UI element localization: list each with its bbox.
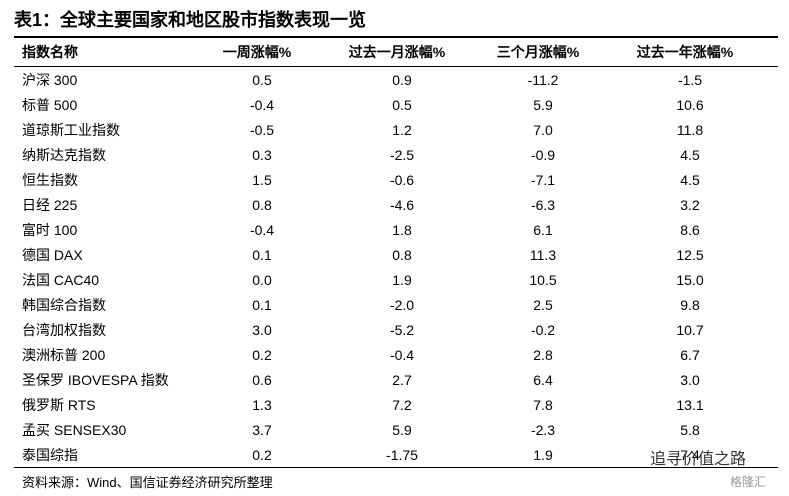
cell: 6.4	[533, 372, 553, 388]
cell: 日经 225	[22, 197, 78, 213]
cell: -0.4	[389, 347, 415, 363]
cell: 6.7	[680, 347, 700, 363]
cell: 三个月涨幅%	[496, 44, 580, 60]
cell: 一周涨幅%	[222, 44, 292, 60]
cell: -7.1	[530, 172, 556, 188]
cell: 13.1	[676, 397, 704, 413]
cell: 1.2	[392, 122, 412, 138]
cell: 11.3	[529, 247, 557, 263]
cell: 富时 100	[22, 222, 78, 238]
cell: 0.0	[252, 272, 272, 288]
cell: 3.7	[252, 422, 272, 438]
cell: 恒生指数	[22, 172, 78, 188]
rule	[14, 66, 778, 67]
cell: 泰国综指	[22, 447, 78, 463]
cell: 3.2	[680, 197, 700, 213]
watermark: 追寻价值之路	[650, 451, 747, 468]
cell: -4.6	[389, 197, 415, 213]
cell: 1.9	[392, 272, 412, 288]
cell: 纳斯达克指数	[22, 147, 106, 163]
cell: 6.1	[533, 222, 553, 238]
cell: 3.0	[252, 322, 272, 338]
cell: -0.9	[530, 147, 556, 163]
cell: -0.5	[249, 122, 275, 138]
cell: 12.5	[676, 247, 704, 263]
cell: 0.5	[252, 72, 272, 88]
cell: 0.2	[252, 347, 272, 363]
cell: 过去一年涨幅%	[636, 44, 734, 60]
cell: 3.0	[680, 372, 700, 388]
cell: 7.2	[392, 397, 412, 413]
cell: 10.7	[676, 322, 704, 338]
cell: 道琼斯工业指数	[22, 122, 120, 138]
cell: 0.1	[252, 297, 272, 313]
cell: 0.8	[392, 247, 412, 263]
cell: 0.2	[252, 447, 272, 463]
cell: -11.2	[527, 72, 559, 88]
cell: 韩国综合指数	[22, 297, 106, 313]
cell: -1.75	[386, 447, 418, 463]
cell: 0.8	[252, 197, 272, 213]
watermark: 格隆汇	[730, 475, 767, 489]
cell: 1.9	[533, 447, 553, 463]
cell: 0.5	[392, 97, 412, 113]
cell: 2.7	[392, 372, 412, 388]
cell: 1.8	[392, 222, 412, 238]
cell: 法国 CAC40	[22, 272, 100, 288]
cell: 10.6	[676, 97, 704, 113]
cell: 10.5	[529, 272, 557, 288]
rule	[14, 467, 778, 468]
cell: -2.3	[530, 422, 556, 438]
rule	[14, 36, 778, 38]
cell: 5.9	[392, 422, 412, 438]
cell: 1.5	[252, 172, 272, 188]
cell: 圣保罗 IBOVESPA 指数	[22, 372, 169, 388]
cell: 4.5	[680, 172, 700, 188]
cell: 7.8	[533, 397, 553, 413]
cell: 7.0	[533, 122, 553, 138]
cell: -0.4	[249, 222, 275, 238]
cell: 孟买 SENSEX30	[22, 422, 127, 438]
cell: 5.9	[533, 97, 553, 113]
cell: -5.2	[389, 322, 415, 338]
title: 表1：全球主要国家和地区股市指数表现一览	[14, 10, 367, 30]
cell: 德国 DAX	[22, 247, 83, 263]
source: 资料来源：Wind、国信证券经济研究所整理	[22, 475, 273, 490]
cell: 标普 500	[22, 97, 78, 113]
cell: 澳洲标普 200	[22, 347, 106, 363]
cell: -0.4	[249, 97, 275, 113]
cell: -1.5	[677, 72, 703, 88]
cell: -0.6	[389, 172, 415, 188]
cell: 0.6	[252, 372, 272, 388]
cell: 沪深 300	[22, 72, 78, 88]
cell: 8.6	[680, 222, 700, 238]
cell: 2.8	[533, 347, 553, 363]
cell: -6.3	[530, 197, 556, 213]
cell: 0.9	[392, 72, 412, 88]
cell: 俄罗斯 RTS	[22, 397, 96, 413]
cell: 0.1	[252, 247, 272, 263]
cell: 2.5	[533, 297, 553, 313]
cell: 1.3	[252, 397, 272, 413]
cell: 5.8	[680, 422, 700, 438]
cell: 4.5	[680, 147, 700, 163]
cell: -2.5	[389, 147, 415, 163]
cell: 15.0	[676, 272, 704, 288]
cell: -2.0	[389, 297, 415, 313]
cell: 指数名称	[22, 44, 78, 60]
cell: 9.8	[680, 297, 700, 313]
cell: 11.8	[676, 122, 704, 138]
cell: 过去一月涨幅%	[348, 44, 446, 60]
cell: 7.4	[680, 447, 700, 463]
cell: 台湾加权指数	[22, 322, 106, 338]
cell: -0.2	[530, 322, 556, 338]
cell: 0.3	[252, 147, 272, 163]
